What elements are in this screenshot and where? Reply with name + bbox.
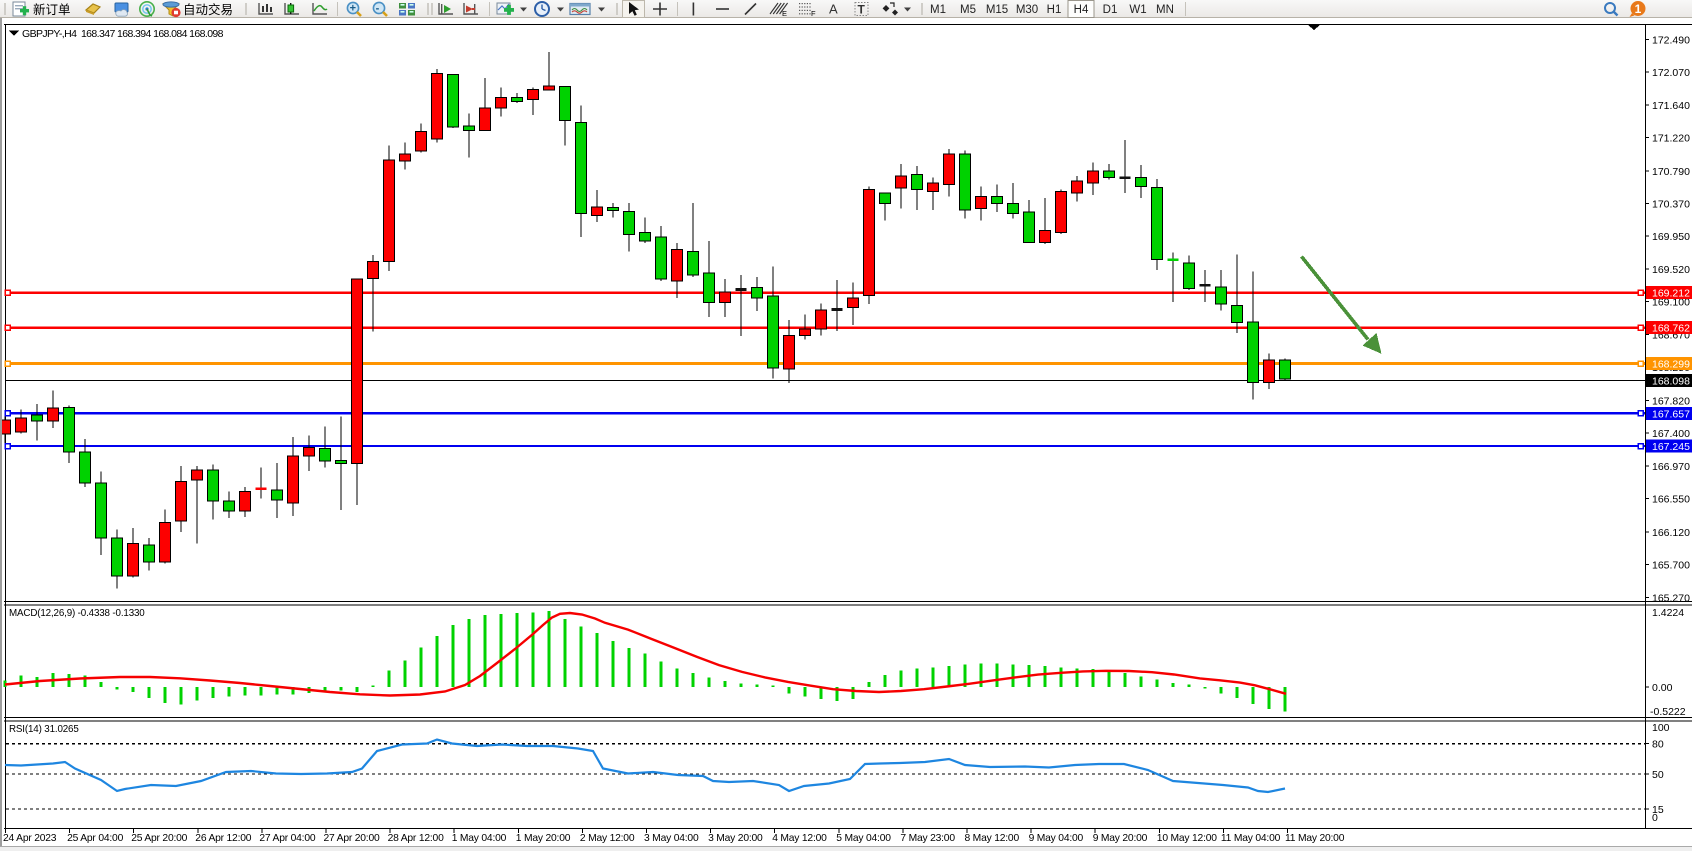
svg-text:+: + (350, 3, 356, 15)
svg-text:170.790: 170.790 (1652, 166, 1690, 178)
svg-text:自动交易: 自动交易 (183, 2, 233, 17)
svg-text:M15: M15 (986, 4, 1008, 16)
svg-text:M1: M1 (930, 4, 946, 16)
svg-text:169.950: 169.950 (1652, 231, 1690, 243)
svg-text:172.490: 172.490 (1652, 34, 1690, 46)
svg-text:D1: D1 (1103, 4, 1118, 16)
svg-text:-: - (376, 3, 380, 15)
svg-text:RSI(14) 31.0265: RSI(14) 31.0265 (9, 724, 79, 735)
svg-text:171.640: 171.640 (1652, 100, 1690, 112)
svg-text:H4: H4 (1074, 4, 1089, 16)
svg-text:0.00: 0.00 (1652, 682, 1673, 694)
svg-text:4 May 12:00: 4 May 12:00 (772, 833, 827, 844)
svg-text:166.550: 166.550 (1652, 494, 1690, 506)
svg-text:27 Apr 04:00: 27 Apr 04:00 (259, 833, 315, 844)
svg-text:A: A (829, 2, 838, 17)
svg-text:168.762: 168.762 (1652, 323, 1690, 335)
svg-text:26 Apr 12:00: 26 Apr 12:00 (195, 833, 251, 844)
svg-text:1 May 20:00: 1 May 20:00 (516, 833, 571, 844)
svg-text:25 Apr 04:00: 25 Apr 04:00 (67, 833, 123, 844)
svg-text:166.970: 166.970 (1652, 461, 1690, 473)
svg-text:5 May 04:00: 5 May 04:00 (836, 833, 891, 844)
svg-text:165.700: 165.700 (1652, 559, 1690, 571)
svg-text:11 May 04:00: 11 May 04:00 (1221, 833, 1281, 844)
svg-text:M30: M30 (1016, 4, 1038, 16)
svg-text:168.098: 168.098 (1652, 376, 1690, 388)
svg-text:27 Apr 20:00: 27 Apr 20:00 (324, 833, 380, 844)
svg-text:10 May 12:00: 10 May 12:00 (1157, 833, 1217, 844)
svg-text:8 May 12:00: 8 May 12:00 (965, 833, 1020, 844)
svg-text:GBPJPY-,H4 168.347 168.394 16: GBPJPY-,H4 168.347 168.394 168.084 168.0… (22, 28, 224, 40)
svg-text:F: F (811, 9, 816, 18)
svg-text:0: 0 (1652, 812, 1658, 824)
svg-text:80: 80 (1652, 739, 1664, 751)
svg-text:170.370: 170.370 (1652, 198, 1690, 210)
svg-text:-0.5222: -0.5222 (1650, 706, 1686, 718)
svg-text:169.520: 169.520 (1652, 264, 1690, 276)
svg-text:2 May 12:00: 2 May 12:00 (580, 833, 635, 844)
svg-text:1.4224: 1.4224 (1652, 607, 1684, 619)
svg-text:171.220: 171.220 (1652, 133, 1690, 145)
svg-text:3 May 04:00: 3 May 04:00 (644, 833, 699, 844)
svg-text:167.245: 167.245 (1652, 441, 1690, 453)
svg-text:167.400: 167.400 (1652, 428, 1690, 440)
svg-text:172.070: 172.070 (1652, 67, 1690, 79)
svg-text:新订单: 新订单 (33, 2, 71, 17)
svg-text:100: 100 (1652, 722, 1670, 734)
svg-text:25 Apr 20:00: 25 Apr 20:00 (131, 833, 187, 844)
svg-text:H1: H1 (1047, 4, 1062, 16)
svg-text:3 May 20:00: 3 May 20:00 (708, 833, 763, 844)
svg-text:169.100: 169.100 (1652, 297, 1690, 309)
svg-text:165.270: 165.270 (1652, 593, 1690, 605)
svg-text:W1: W1 (1129, 4, 1146, 16)
svg-text:T: T (858, 3, 866, 17)
svg-text:169.212: 169.212 (1652, 288, 1690, 300)
svg-text:11 May 20:00: 11 May 20:00 (1285, 833, 1345, 844)
svg-text:28 Apr 12:00: 28 Apr 12:00 (388, 833, 444, 844)
svg-text:167.820: 167.820 (1652, 396, 1690, 408)
svg-text:9 May 20:00: 9 May 20:00 (1093, 833, 1148, 844)
svg-text:1 May 04:00: 1 May 04:00 (452, 833, 507, 844)
svg-text:15: 15 (1652, 804, 1664, 816)
svg-text:1: 1 (1635, 2, 1642, 16)
svg-text:167.657: 167.657 (1652, 408, 1690, 420)
svg-text:168.299: 168.299 (1652, 359, 1690, 371)
svg-text:7 May 23:00: 7 May 23:00 (900, 833, 955, 844)
svg-text:9 May 04:00: 9 May 04:00 (1029, 833, 1084, 844)
svg-text:166.120: 166.120 (1652, 527, 1690, 539)
svg-text:E: E (782, 9, 787, 18)
svg-text:MACD(12,26,9) -0.4338 -0.1330: MACD(12,26,9) -0.4338 -0.1330 (9, 608, 145, 619)
svg-text:50: 50 (1652, 769, 1664, 781)
svg-text:MN: MN (1156, 4, 1174, 16)
svg-text:24 Apr 2023: 24 Apr 2023 (3, 833, 57, 844)
svg-text:M5: M5 (960, 4, 976, 16)
